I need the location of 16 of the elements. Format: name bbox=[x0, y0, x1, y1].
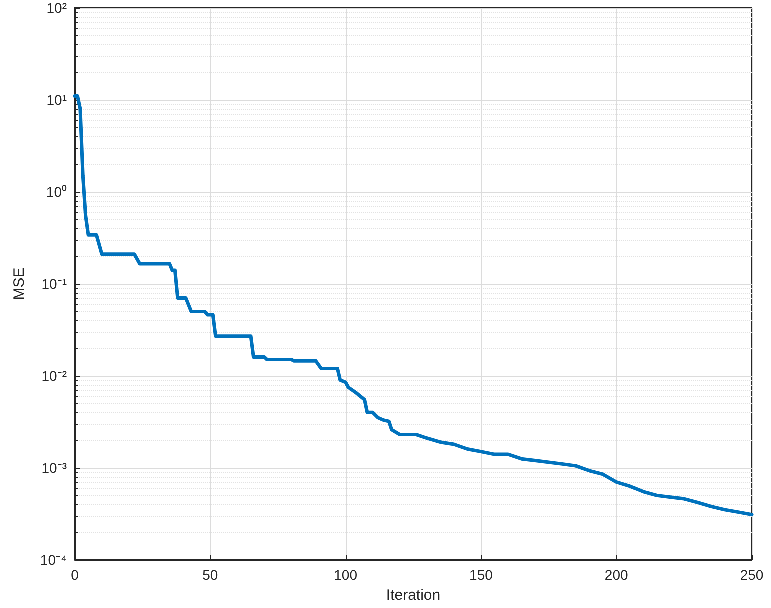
y-tick-label: 10⁻¹ bbox=[42, 276, 68, 292]
y-tick-label: 10⁻⁴ bbox=[40, 552, 67, 568]
y-tick-label: 10⁻² bbox=[42, 368, 68, 384]
line-series bbox=[73, 94, 754, 517]
y-tick-label: 10⁻³ bbox=[42, 460, 68, 476]
y-tick-label: 10² bbox=[46, 0, 68, 16]
x-tick-label: 200 bbox=[604, 567, 628, 583]
x-tick-label: 150 bbox=[470, 567, 494, 583]
x-tick-label: 100 bbox=[334, 567, 358, 583]
x-tick-label: 250 bbox=[740, 567, 764, 583]
y-axis-title: MSE bbox=[11, 268, 28, 300]
x-axis-title: Iteration bbox=[386, 587, 441, 604]
y-tick-label: 10¹ bbox=[46, 92, 68, 108]
x-tick-label: 50 bbox=[202, 567, 218, 583]
x-tick-label: 0 bbox=[71, 567, 80, 583]
y-tick-label: 10⁰ bbox=[46, 184, 67, 200]
